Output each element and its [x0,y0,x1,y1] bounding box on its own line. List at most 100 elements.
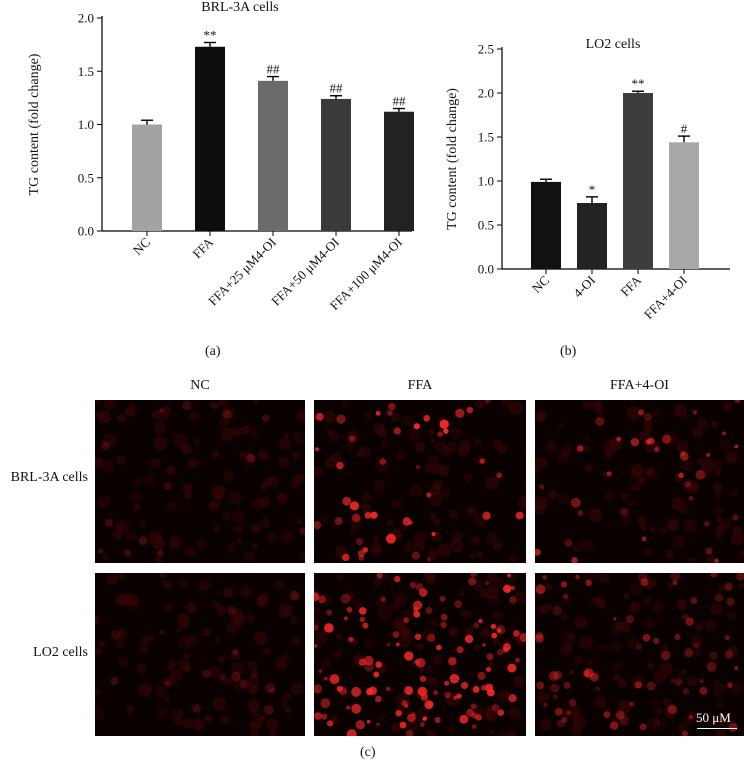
lipid-droplet [314,447,320,452]
background-cell [103,400,117,410]
background-cell [279,438,291,450]
lipid-droplet [395,710,402,717]
lipid-droplet [385,533,396,544]
lipid-droplet [552,694,558,700]
lipid-droplet [434,716,441,723]
lipid-droplet [439,419,449,429]
lipid-droplet [612,617,617,621]
background-cell [480,628,490,638]
background-cell [569,711,579,721]
lipid-droplet [674,633,681,640]
lipid-droplet [688,495,694,501]
background-cell [484,709,496,721]
background-cell [661,643,668,650]
background-cell [618,678,629,689]
background-cell [209,401,218,410]
lipid-droplet [402,517,412,526]
background-cell [369,542,382,554]
lo2-y-tick-label: 0.5 [478,218,494,233]
background-cell [124,406,136,418]
background-cell [171,708,184,721]
background-cell [659,526,668,535]
background-cell [601,644,609,652]
background-cell [161,693,172,703]
background-cell [428,492,443,507]
background-cell [347,435,354,443]
background-cell [212,696,226,711]
background-cell [488,728,496,735]
background-cell [595,598,606,609]
background-cell [253,631,268,646]
background-cell [465,627,474,635]
background-cell [713,683,726,696]
background-cell [117,414,127,423]
lipid-droplet [264,705,274,715]
background-cell [644,467,654,477]
background-cell [704,619,717,632]
background-cell [101,459,115,473]
background-cell [611,712,624,726]
background-cell [222,510,232,520]
background-cell [487,594,499,605]
background-cell [653,719,661,727]
background-cell [560,613,568,620]
background-cell [414,441,425,453]
background-cell [471,536,481,545]
lipid-droplet [239,679,250,689]
lipid-droplet [641,536,647,542]
lo2-y-tick-label: 2.0 [478,86,494,101]
background-cell [258,449,269,461]
background-cell [239,585,253,599]
background-cell [696,457,704,465]
background-cell [220,715,230,724]
background-cell [95,706,106,720]
background-cell [649,525,657,533]
lipid-droplet [690,597,698,604]
background-cell [106,573,118,585]
background-cell [182,663,192,673]
background-cell [427,548,439,560]
background-cell [676,440,689,452]
background-cell [473,643,480,651]
background-cell [535,495,549,510]
background-cell [579,635,594,650]
background-cell [291,682,304,696]
background-cell [178,659,191,672]
lipid-droplet [710,573,718,578]
lipid-droplet [693,642,700,649]
background-cell [222,586,234,598]
background-cell [373,578,382,587]
background-cell [730,532,744,546]
lipid-droplet [321,713,328,720]
lipid-droplet [460,681,469,690]
lipid-droplet [124,549,131,557]
background-cell [247,675,260,688]
lipid-droplet [326,720,334,727]
background-cell [488,661,495,668]
background-cell [149,457,162,470]
lipid-droplet [635,643,643,651]
lipid-droplet [336,461,344,470]
background-cell [539,718,552,731]
lipid-droplet [423,715,428,721]
background-cell [133,503,141,511]
lipid-droplet [454,600,463,608]
lipid-droplet [314,624,319,631]
lipid-droplet [585,579,592,587]
background-cell [485,476,499,490]
background-cell [631,463,645,477]
background-cell [494,577,505,588]
lo2-bar [531,181,561,269]
lipid-droplet [575,574,580,580]
lipid-droplet [388,402,396,411]
lipid-droplet [425,607,433,615]
background-cell [417,666,425,673]
lipid-droplet [420,722,425,727]
column-header-ffa-4oi: FFA+4-OI [610,378,669,393]
background-cell [216,605,227,616]
lipid-droplet [413,659,420,666]
background-cell [265,718,279,731]
lipid-droplet [411,551,420,560]
background-cell [629,466,642,479]
background-cell [238,451,245,459]
